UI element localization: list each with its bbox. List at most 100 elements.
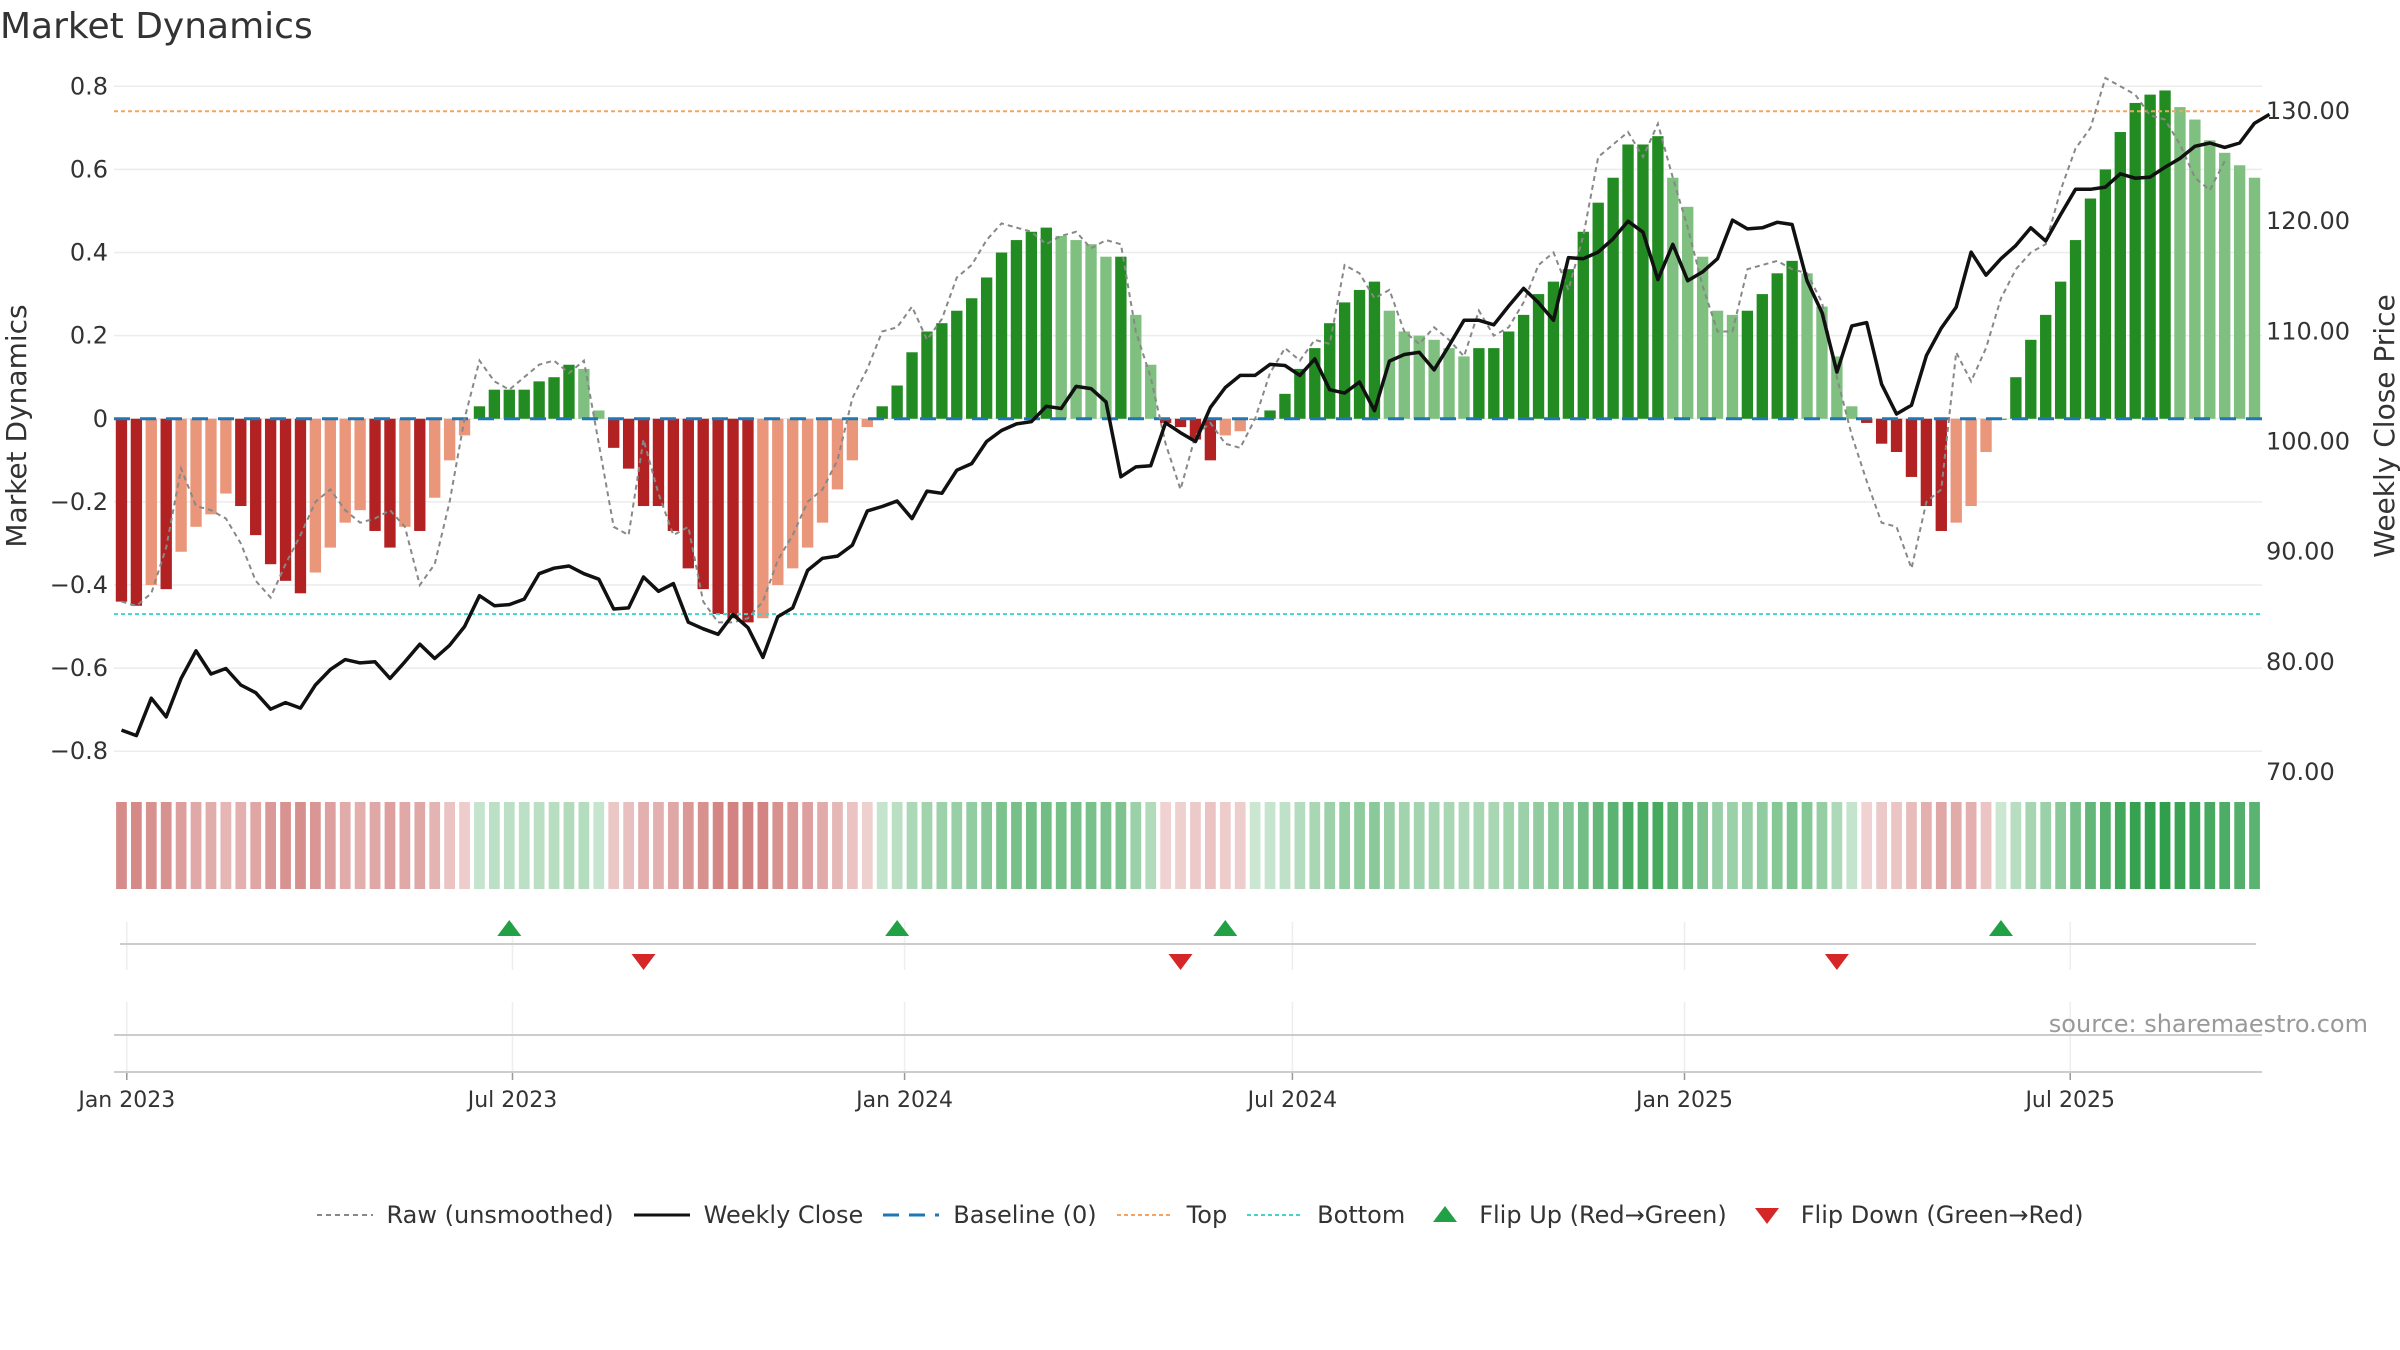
strip-cell [1488, 802, 1500, 889]
strip-cell [1742, 802, 1753, 889]
strip-cell [1816, 802, 1828, 889]
strip-cell [2144, 802, 2156, 889]
strip-cell [1577, 802, 1589, 889]
md-bar [727, 418, 739, 619]
md-bar [1398, 331, 1410, 419]
md-bar [443, 418, 456, 461]
strip-cell [1309, 802, 1321, 889]
md-bar [891, 385, 903, 419]
strip-cell [1205, 802, 1216, 889]
strip-cell [116, 802, 127, 889]
source-label: source: sharemaestro.com [2048, 1010, 2368, 1038]
md-bar [742, 418, 754, 623]
strip-cell [772, 802, 784, 889]
md-bar [2114, 132, 2126, 419]
legend-label-top: Top [1186, 1201, 1228, 1229]
strip-cell [578, 802, 590, 889]
md-bar [1025, 231, 1038, 419]
y-left-tick-label: −0.2 [50, 488, 108, 516]
strip-cell [1398, 802, 1410, 889]
md-bar [1040, 227, 1052, 419]
strip-cell [876, 802, 888, 889]
strip-cell [1190, 802, 1201, 889]
md-bar [2204, 140, 2216, 419]
md-bar [697, 418, 709, 590]
strip-cell [817, 802, 828, 889]
md-bar [772, 418, 784, 585]
strip-cell [235, 802, 247, 889]
md-bar [548, 377, 560, 419]
md-bar [1726, 314, 1739, 419]
md-bar [608, 418, 620, 448]
md-bar [354, 418, 366, 511]
flip-up-marker [885, 920, 910, 936]
strip-cell [414, 802, 426, 889]
x-tick-label: Jul 2023 [466, 1088, 558, 1113]
md-bar [1189, 418, 1202, 440]
strip-cell [369, 802, 381, 889]
strip-cell [503, 802, 515, 889]
grid-lines [114, 85, 2262, 752]
strip-cell [1234, 802, 1246, 889]
md-bar [160, 418, 172, 590]
md-bar [1846, 406, 1858, 419]
y-right-tick-label: 130.00 [2266, 97, 2350, 125]
strip-cell [2129, 802, 2141, 889]
md-bar [145, 418, 157, 585]
md-bar [2129, 102, 2141, 419]
md-bar [190, 418, 202, 527]
md-bar [429, 418, 441, 498]
md-bar [309, 418, 322, 573]
md-bar [1786, 260, 1798, 419]
md-bar [995, 252, 1008, 419]
strip-cell [1682, 802, 1694, 889]
legend-label-raw: Raw (unsmoothed) [386, 1201, 614, 1229]
md-bar [1905, 418, 1918, 477]
md-bar [473, 406, 486, 419]
md-bar [1861, 418, 1873, 423]
flip-up-marker [1988, 920, 2013, 936]
md-bar [2174, 107, 2186, 419]
strip-cell [324, 802, 336, 889]
y-right-tick-label: 110.00 [2266, 317, 2350, 345]
strip-cell [190, 802, 202, 889]
md-bar [1771, 273, 1783, 419]
md-bar [414, 418, 426, 531]
md-bar [2189, 119, 2201, 419]
y-left-tick-label: 0.8 [70, 72, 108, 100]
strip-cell [2010, 802, 2022, 889]
md-bar [831, 418, 844, 490]
md-bar [1503, 331, 1515, 419]
md-bar [175, 418, 187, 552]
strip-cell [250, 802, 262, 889]
legend-swatch-flip-down [1754, 1208, 1779, 1224]
strip-cell [1727, 802, 1738, 889]
md-bar [1115, 256, 1127, 419]
strip-cell [951, 802, 963, 889]
strip-cell [727, 802, 739, 889]
strip-cell [548, 802, 560, 889]
y-right-tick-label: 100.00 [2266, 428, 2350, 456]
strip-cell [1160, 802, 1171, 889]
legend-swatch-flip-up [1433, 1206, 1458, 1222]
strip-cell [399, 802, 411, 889]
md-bar [1010, 240, 1023, 419]
y-left-tick-label: 0.2 [70, 322, 108, 350]
md-bar [1682, 206, 1694, 419]
y-left-tick-label: −0.6 [50, 654, 108, 682]
strip-cell [638, 802, 649, 889]
strip-cell [220, 802, 232, 889]
md-bar [369, 418, 381, 531]
y-left-tick-label: 0 [93, 405, 108, 433]
legend-label-close: Weekly Close [703, 1201, 864, 1229]
strip-cell [1458, 802, 1470, 889]
raw-line [121, 76, 2226, 624]
md-bar [1443, 348, 1455, 419]
strip-cell [1413, 802, 1425, 889]
strip-cell [1533, 802, 1544, 889]
md-bar [921, 331, 933, 419]
md-bar [1622, 144, 1634, 419]
legend-item-baseline: Baseline (0) [883, 1201, 1097, 1229]
md-bar [1130, 314, 1142, 419]
y-right-tick-label: 70.00 [2266, 758, 2335, 786]
